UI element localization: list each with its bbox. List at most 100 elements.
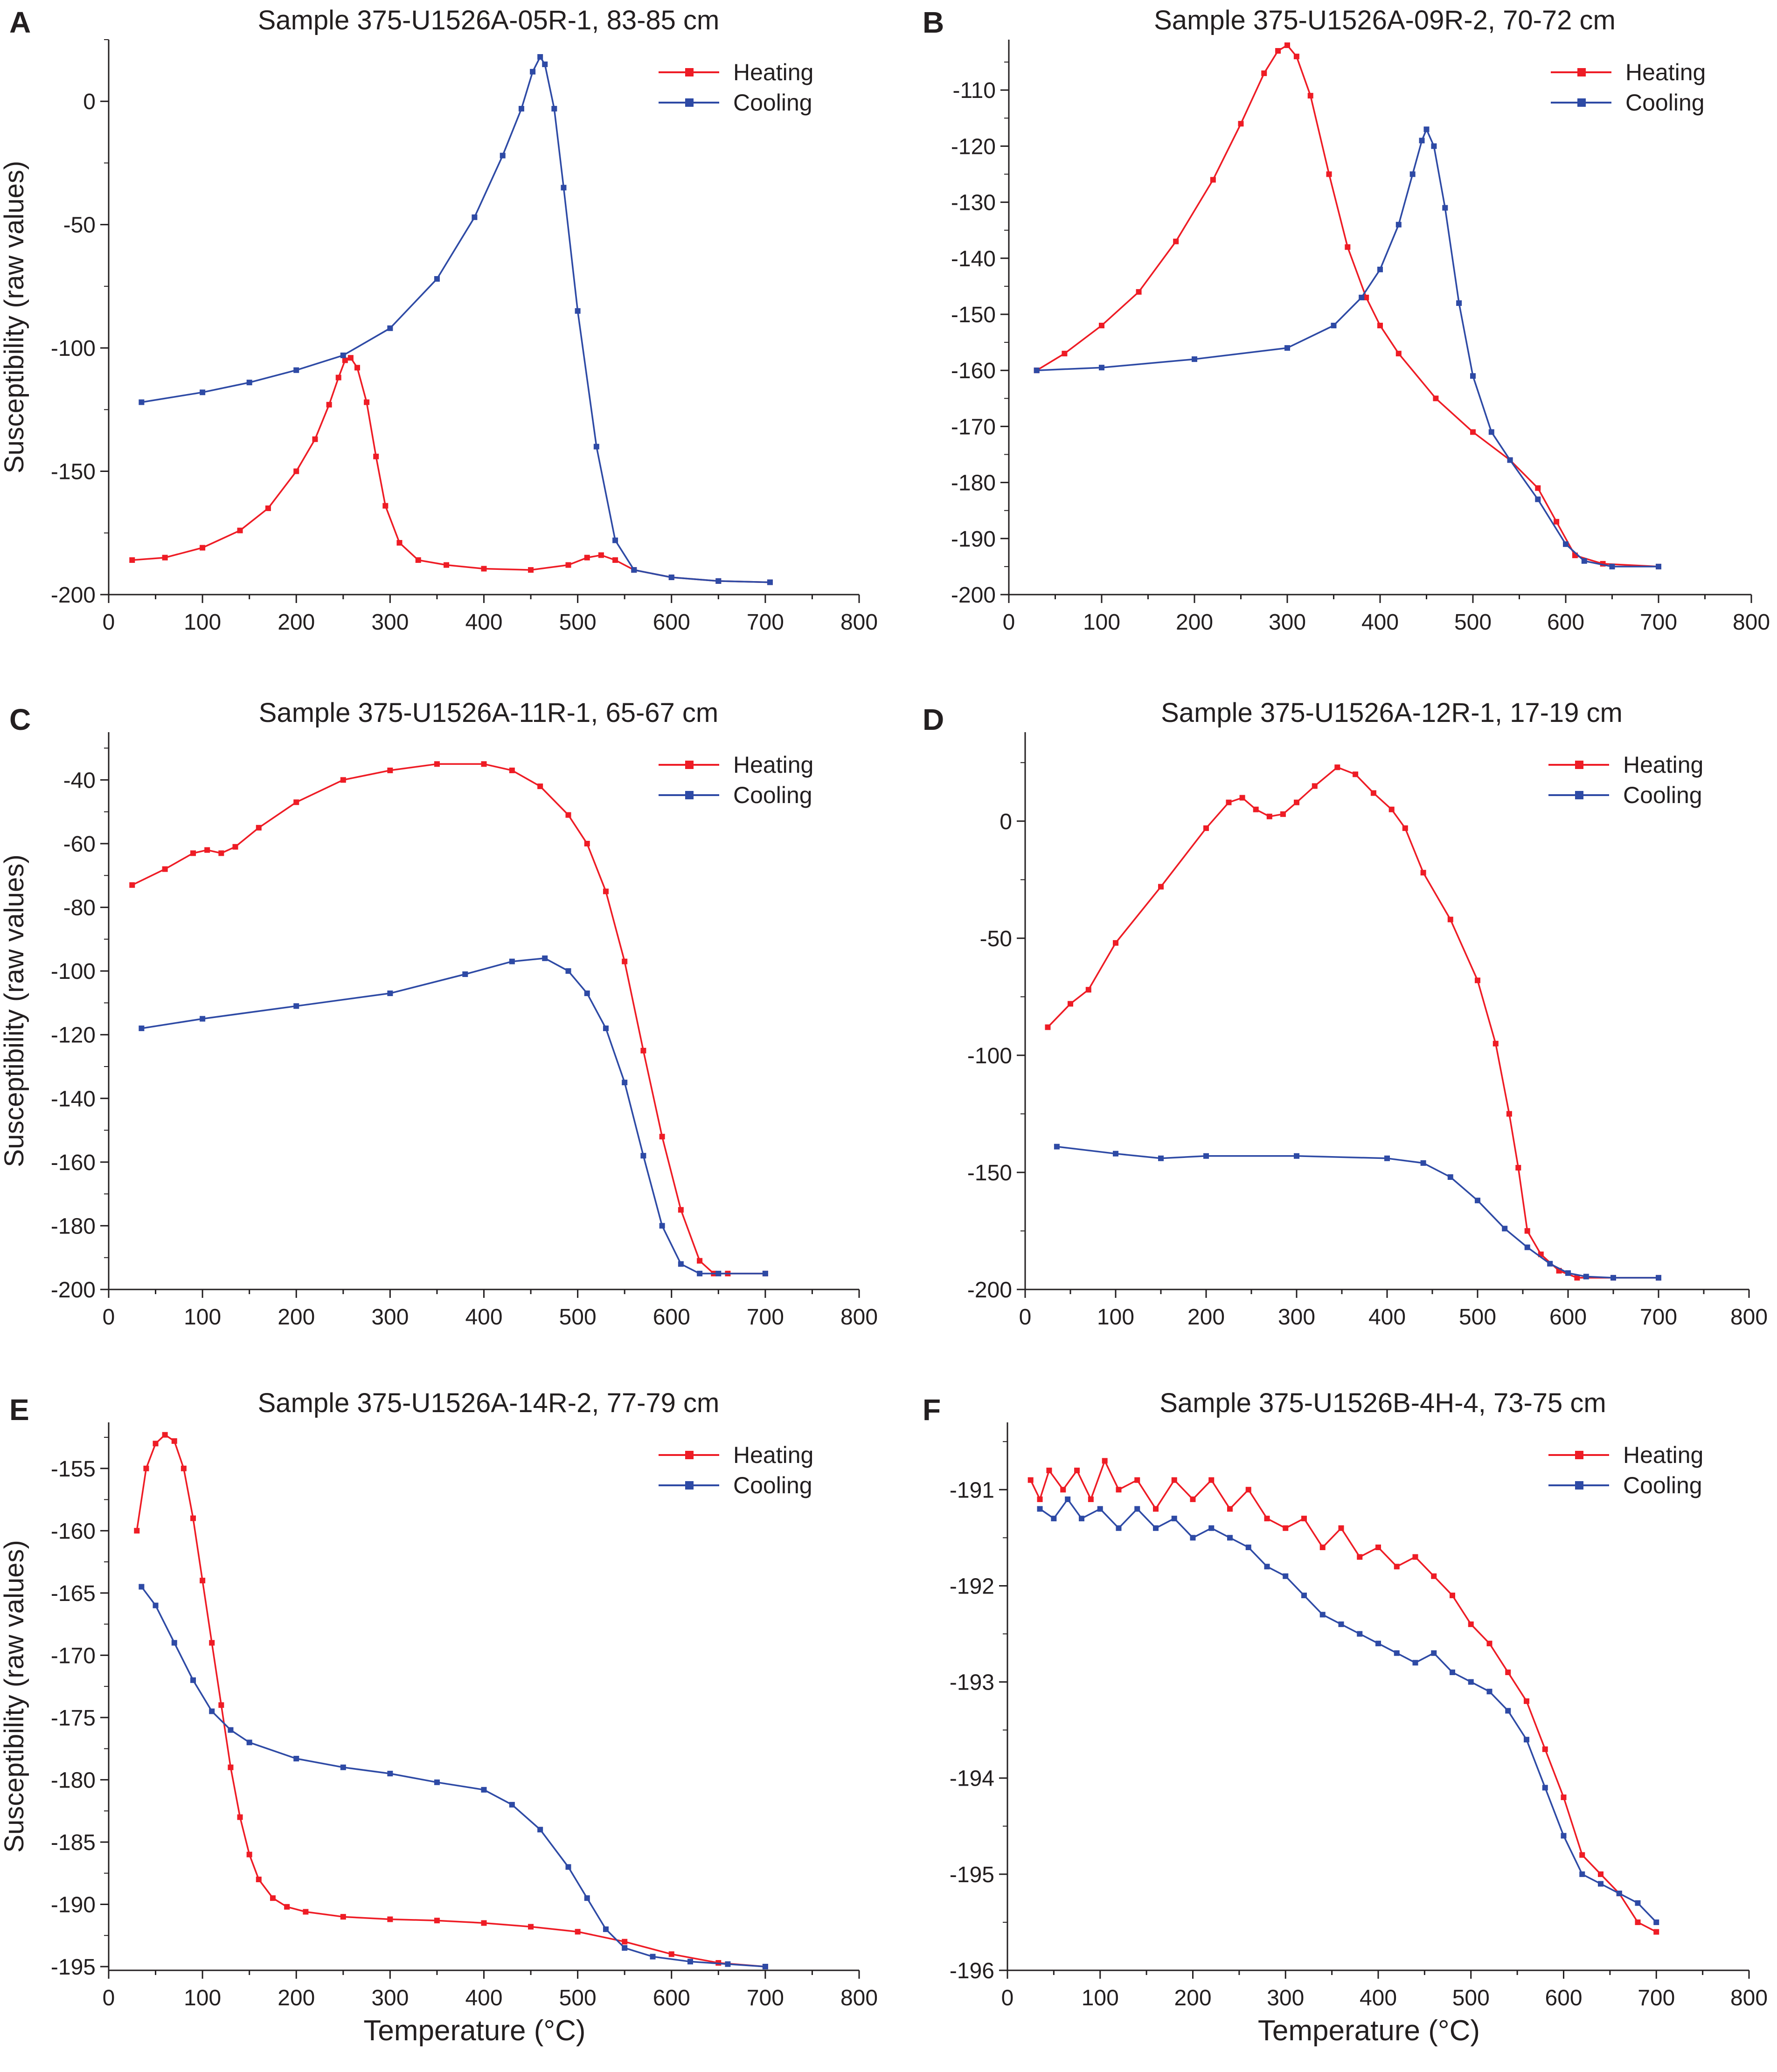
data-point: [200, 545, 206, 551]
data-point: [697, 1258, 703, 1264]
data-point: [1535, 496, 1541, 502]
series-heating: [129, 355, 773, 585]
x-tick-label: 700: [747, 1305, 784, 1330]
series-line: [1030, 1460, 1657, 1933]
y-tick-label: -120: [951, 134, 996, 159]
data-point: [129, 557, 135, 563]
series-cooling: [139, 54, 773, 585]
data-point: [1074, 1468, 1080, 1474]
data-point: [622, 1939, 628, 1945]
series-cooling: [139, 955, 768, 1276]
panel-label: A: [9, 6, 31, 39]
data-point: [1037, 1506, 1043, 1512]
data-point: [1470, 429, 1476, 435]
data-point: [542, 955, 548, 961]
data-point: [537, 783, 543, 790]
data-point: [565, 812, 571, 818]
y-tick-label: 0: [1000, 810, 1012, 834]
data-point: [1203, 825, 1209, 831]
data-point: [1245, 1487, 1251, 1493]
series-line: [132, 763, 765, 1275]
data-point: [265, 505, 271, 511]
data-point: [1136, 289, 1142, 295]
data-point: [1384, 1155, 1390, 1161]
data-point: [153, 1602, 159, 1608]
data-point: [1027, 1477, 1034, 1483]
data-point: [1377, 323, 1383, 329]
data-point: [1046, 1468, 1052, 1474]
data-point: [1190, 1496, 1196, 1502]
data-point: [565, 1864, 571, 1870]
data-point: [1238, 121, 1244, 127]
data-point: [1190, 1535, 1196, 1541]
data-point: [232, 844, 238, 850]
legend-label: Cooling: [1623, 1472, 1702, 1498]
data-point: [584, 554, 590, 561]
data-point: [200, 389, 206, 395]
data-point: [1656, 1275, 1661, 1281]
x-tick-label: 600: [653, 1986, 690, 2010]
data-point: [1034, 367, 1040, 374]
series-cooling: [139, 1584, 768, 1969]
data-point: [1554, 519, 1560, 525]
y-tick-label: -120: [51, 1023, 96, 1048]
data-point: [1409, 171, 1416, 177]
x-tick-label: 200: [278, 1986, 315, 2010]
data-point: [622, 958, 628, 964]
data-point: [725, 1961, 731, 1967]
data-point: [1442, 205, 1448, 211]
data-point: [1656, 563, 1661, 569]
x-tick-label: 100: [1097, 1305, 1134, 1330]
data-point: [387, 1916, 393, 1922]
data-point: [1486, 1641, 1492, 1647]
data-point: [1054, 1143, 1060, 1150]
data-point: [1301, 1516, 1307, 1522]
data-point: [1524, 1244, 1530, 1250]
data-point: [1653, 1919, 1659, 1925]
data-point: [1450, 1669, 1455, 1675]
data-point: [1412, 1660, 1418, 1666]
x-tick-label: 500: [1452, 1986, 1490, 2010]
data-point: [1158, 1155, 1164, 1161]
data-point: [1486, 1689, 1492, 1695]
data-point: [1635, 1900, 1641, 1906]
chart-panel-d: D Sample 375-U1526A-12R-1, 17-19 cm 0 100 20…: [923, 698, 1768, 1330]
y-tick-label: -130: [951, 191, 996, 215]
data-point: [237, 1814, 243, 1820]
series-line: [1047, 766, 1659, 1279]
x-tick-label: 100: [1082, 1986, 1119, 2010]
series-line: [132, 357, 770, 583]
data-point: [537, 1827, 543, 1833]
data-point: [387, 325, 393, 331]
data-point: [190, 1677, 196, 1683]
series-line: [1036, 128, 1659, 568]
y-tick-label: -50: [63, 213, 96, 238]
y-tick-label: -60: [63, 832, 96, 857]
data-point: [180, 1465, 187, 1471]
data-point: [1547, 1261, 1553, 1267]
legend: Heating Cooling: [659, 752, 813, 808]
legend: Heating Cooling: [1548, 752, 1703, 808]
data-point: [1171, 1477, 1177, 1483]
data-point: [162, 554, 168, 561]
data-point: [715, 1270, 722, 1276]
data-point: [1192, 356, 1197, 362]
data-point: [481, 566, 487, 572]
legend-label: Heating: [733, 59, 813, 85]
chart-panel-c: C Sample 375-U1526A-11R-1, 65-67 cm 0 100 20…: [0, 698, 878, 1330]
data-point: [1319, 1612, 1326, 1618]
data-point: [565, 968, 571, 974]
data-point: [1293, 54, 1299, 60]
x-tick-label: 400: [465, 610, 502, 635]
legend-label: Heating: [733, 752, 813, 778]
data-point: [1116, 1487, 1122, 1493]
legend-label: Cooling: [1623, 782, 1702, 808]
data-point: [415, 557, 421, 563]
y-tick-label: -193: [950, 1670, 994, 1695]
data-point: [293, 367, 299, 373]
panel-label: D: [923, 703, 944, 736]
x-tick-label: 700: [1638, 1986, 1675, 2010]
data-point: [500, 152, 506, 159]
data-point: [1470, 373, 1476, 379]
data-point: [1245, 1544, 1251, 1550]
